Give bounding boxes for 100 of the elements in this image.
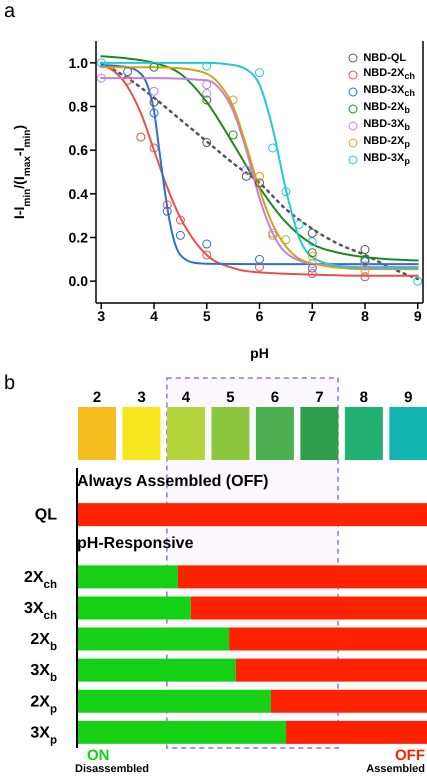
point	[202, 62, 212, 71]
x-tick-label: 3	[137, 389, 146, 406]
annotation: pH-Responsive	[77, 534, 194, 553]
point	[281, 235, 290, 244]
point	[96, 58, 106, 68]
text: Disassembled	[75, 763, 149, 776]
bar	[77, 690, 271, 713]
x-tick-label: 5	[226, 389, 235, 406]
point	[162, 206, 172, 216]
point	[255, 68, 264, 78]
point	[308, 269, 317, 278]
point	[228, 130, 238, 140]
legend-label: NBD-3X$_{ch}$	[363, 84, 415, 99]
x-tick-label: 7	[308, 308, 316, 324]
point	[255, 172, 264, 181]
point	[268, 143, 278, 152]
y-tick-label: 0.2	[68, 229, 88, 246]
point	[360, 245, 370, 254]
point	[308, 237, 317, 246]
point	[202, 88, 212, 98]
x-tick-label: 3	[97, 308, 106, 324]
chart-title: a	[4, 0, 16, 23]
bar	[286, 720, 427, 744]
legend-label: NBD-3X$_{p}$	[363, 152, 410, 167]
bar	[77, 628, 230, 651]
point	[360, 272, 370, 282]
point	[242, 172, 251, 181]
point	[202, 250, 212, 260]
point	[123, 76, 132, 85]
point	[255, 254, 264, 264]
bar	[229, 628, 427, 651]
bar	[236, 658, 427, 682]
y-tick-label: 3X$_{b}$	[30, 662, 57, 684]
x-tick-label: 7	[315, 389, 324, 406]
y-tick-label: 0.0	[68, 273, 88, 290]
y-tick-label: 2X$_{ch}$	[24, 568, 57, 591]
legend-label: NBD-2X$_{ch}$	[363, 67, 415, 82]
point	[176, 230, 185, 240]
y-tick-label: 3X$_{ch}$	[24, 600, 57, 622]
bar	[77, 658, 236, 682]
x-tick-label: 4	[182, 389, 191, 406]
y-tick-label: 2X$_{b}$	[30, 631, 57, 654]
point	[308, 228, 317, 238]
bar	[77, 720, 286, 744]
bar	[178, 565, 427, 588]
y-tick-label: 0.6	[68, 142, 88, 158]
point	[150, 108, 159, 118]
point	[150, 98, 159, 107]
point	[294, 220, 304, 229]
point	[150, 62, 159, 72]
bar	[77, 503, 427, 526]
legend-label: NBD-2X$_{p}$	[363, 135, 410, 150]
point	[202, 138, 212, 148]
point	[308, 248, 317, 258]
point	[413, 276, 422, 286]
legend-label: NBD-2X$_{b}$	[363, 101, 410, 116]
y-tick-label: 1.0	[68, 54, 88, 71]
point	[202, 95, 212, 104]
x-tick-label: 8	[360, 389, 368, 406]
annotation: Always Assembled (OFF)	[77, 472, 268, 491]
point	[96, 74, 106, 83]
point	[202, 80, 212, 90]
bar	[270, 690, 427, 713]
point	[162, 200, 172, 210]
point	[136, 132, 146, 142]
point	[360, 254, 370, 264]
x-tick-label: 4	[150, 308, 158, 324]
text: Assembled	[366, 763, 425, 776]
x-axis-title: pH	[250, 345, 269, 361]
point	[255, 178, 264, 188]
x-tick-label: 5	[202, 308, 211, 324]
x-tick-label: 9	[414, 308, 422, 324]
y-tick-label: QL	[34, 506, 58, 524]
legend-label: NBD-3X$_{b}$	[363, 118, 410, 133]
point	[308, 264, 317, 273]
point	[308, 259, 317, 268]
point	[360, 261, 370, 270]
y-tick-label: 0.8	[68, 98, 88, 114]
chart-title: b	[4, 372, 16, 395]
y-tick-label: 2X$_{p}$	[30, 693, 57, 716]
legend-label: NBD-QL	[363, 52, 406, 64]
bar	[190, 596, 427, 620]
point	[150, 86, 159, 96]
point	[308, 252, 317, 261]
bar	[77, 565, 178, 588]
point	[176, 216, 185, 225]
point	[228, 95, 238, 104]
point	[360, 266, 370, 275]
y-tick-label: 0.4	[68, 186, 88, 202]
x-tick-label: 6	[270, 389, 280, 406]
point	[281, 187, 290, 196]
point	[242, 165, 251, 174]
point	[150, 143, 159, 152]
point	[202, 240, 212, 249]
point	[360, 257, 370, 266]
bar	[77, 596, 191, 620]
x-tick-label: 6	[256, 308, 264, 324]
x-tick-label: 2	[92, 389, 102, 406]
y-tick-label: 3X$_{p}$	[30, 724, 57, 746]
x-tick-label: 9	[404, 389, 412, 406]
